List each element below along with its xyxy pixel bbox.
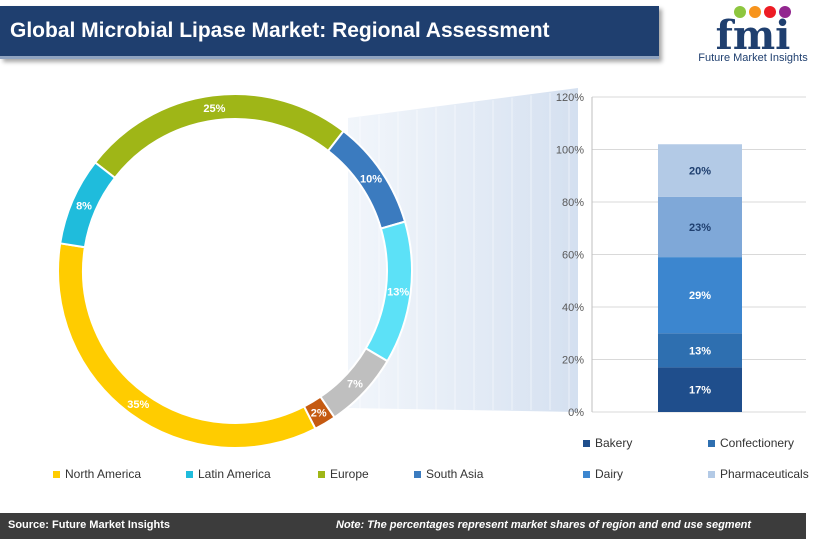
legend-swatch: [583, 439, 590, 447]
bar-segment-pharmaceuticals: [658, 196, 742, 258]
legend-label: Latin America: [198, 467, 271, 481]
bar-segment-confectionery: [658, 333, 742, 368]
donut-legend-item: Europe: [318, 467, 369, 481]
y-tick-label: 100%: [556, 145, 584, 157]
legend-swatch: [583, 470, 590, 478]
logo-tagline: Future Market Insights: [698, 52, 808, 64]
bar-data-label: 20%: [689, 166, 711, 178]
y-tick-label: 120%: [556, 92, 584, 104]
bar-legend-item: Pharmaceuticals: [708, 467, 809, 481]
donut-data-label: 35%: [127, 399, 149, 411]
title-bar: Global Microbial Lipase Market: Regional…: [0, 6, 659, 59]
y-tick-label: 80%: [562, 197, 584, 209]
y-tick-label: 20%: [562, 355, 584, 367]
bar-legend-item: Confectionery: [708, 436, 794, 450]
bar-segment-dairy: [658, 257, 742, 334]
donut-data-label: 25%: [203, 103, 225, 115]
bar-legend-item: Dairy: [583, 467, 623, 481]
donut-legend-item: North America: [53, 467, 141, 481]
donut-data-label: 2%: [311, 408, 327, 420]
y-tick-label: 0%: [568, 407, 584, 419]
donut-data-label: 13%: [387, 287, 409, 299]
legend-label: South Asia: [426, 467, 484, 481]
page-title: Global Microbial Lipase Market: Regional…: [10, 19, 550, 42]
legend-label: Dairy: [595, 467, 624, 481]
legend-swatch: [53, 470, 60, 478]
note-text: Note: The percentages represent market s…: [336, 519, 752, 531]
bar-data-label: 13%: [689, 345, 711, 357]
donut-data-label: 8%: [76, 201, 92, 213]
legend-label: Bakery: [595, 436, 633, 450]
donut-legend-item: Latin America: [186, 467, 271, 481]
chart-area: 25% 10% 13% 7% 2% 35% 8% 0% 20% 40% 60% 80% 100% 120%…: [57, 88, 806, 449]
legend-label: North America: [65, 467, 142, 481]
bar-data-label: 17%: [689, 385, 711, 397]
footer-bar: Source: Future Market Insights Note: The…: [0, 513, 806, 539]
donut-slice-north-america: [57, 242, 317, 449]
source-text: Source: Future Market Insights: [8, 519, 170, 531]
legend-swatch: [318, 470, 325, 478]
fmi-logo: fmi Future Market Insights: [693, 4, 813, 66]
bar-segment-segment-4: [658, 144, 742, 197]
bar-data-label: 23%: [689, 222, 711, 234]
connector-fan: [348, 88, 578, 412]
donut-legend-item: South Asia: [414, 467, 483, 481]
legend-swatch: [708, 439, 715, 447]
legend-label: Pharmaceuticals: [720, 467, 809, 481]
legend-swatch: [414, 470, 421, 478]
legend-label: Europe: [330, 467, 369, 481]
fmi-logo-mark: fmi: [716, 6, 791, 59]
donut-data-label: 7%: [347, 379, 363, 391]
y-tick-label: 60%: [562, 250, 584, 262]
y-tick-label: 40%: [562, 302, 584, 314]
legend-swatch: [708, 470, 715, 478]
bar-data-label: 29%: [689, 290, 711, 302]
fmi-wordmark: fmi: [716, 12, 791, 52]
bar-segment-bakery: [658, 367, 742, 412]
donut-data-label: 10%: [360, 174, 382, 186]
legend-label: Confectionery: [720, 436, 795, 450]
bar-legend-item: Bakery: [583, 436, 632, 450]
donut-slice-latin-america: [59, 161, 117, 249]
legend-swatch: [186, 470, 193, 478]
